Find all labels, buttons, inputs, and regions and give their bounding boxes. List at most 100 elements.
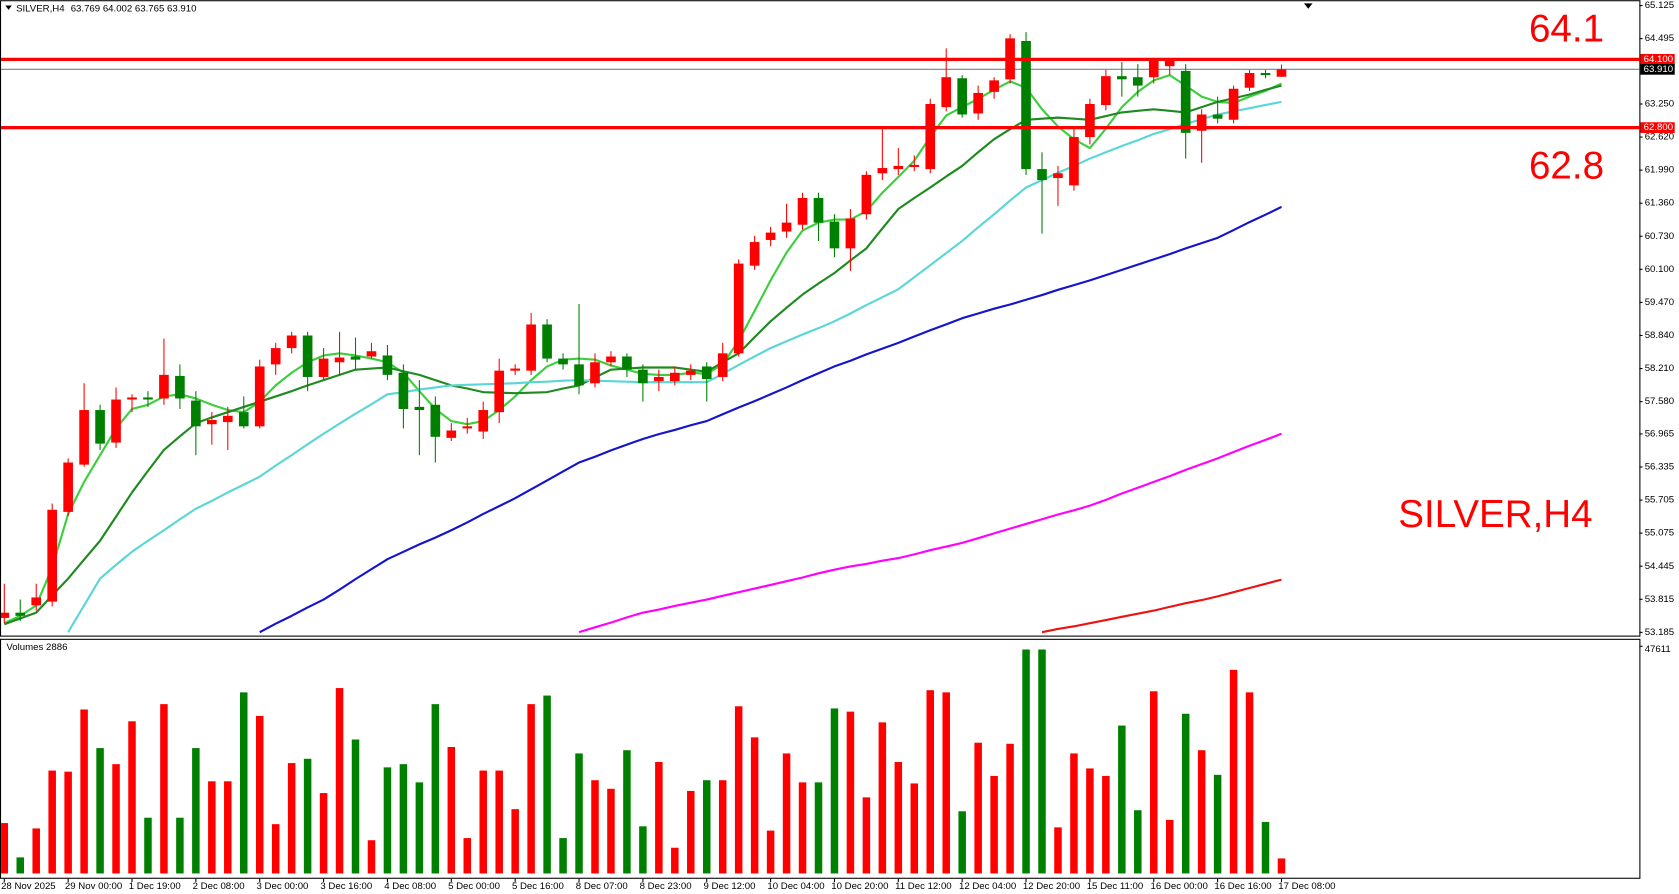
volume-bar	[559, 838, 567, 874]
volume-bar	[958, 811, 966, 874]
candle-body	[669, 372, 680, 382]
x-tick-label: 5 Dec 16:00	[512, 881, 564, 892]
symbol-header: SILVER,H4	[16, 3, 65, 14]
volume-bar	[1229, 669, 1238, 874]
volume-bar	[814, 782, 823, 874]
volume-bar	[48, 770, 56, 874]
candle-body	[622, 356, 632, 370]
candle-body	[1148, 59, 1159, 78]
candle-body	[526, 324, 536, 371]
y-tick-label: 57.580	[1645, 396, 1674, 407]
volume-bar	[607, 788, 615, 874]
candle-body	[350, 356, 361, 360]
y-tick-label: 53.815	[1645, 594, 1674, 605]
candle-body	[15, 612, 26, 616]
volume-bar	[766, 830, 775, 874]
x-tick-label: 15 Dec 11:00	[1087, 881, 1144, 892]
volume-bar	[463, 838, 472, 874]
x-tick-label: 29 Nov 00:00	[65, 881, 122, 892]
volume-bar	[96, 748, 104, 874]
y-tick-label: 53.185	[1645, 627, 1674, 638]
volume-bar	[687, 790, 695, 874]
moving-average	[259, 205, 1282, 634]
candle-body	[909, 164, 920, 167]
candle-body	[558, 358, 568, 365]
candle-body	[749, 242, 760, 266]
candle-body	[1117, 76, 1127, 80]
volume-bar	[431, 704, 440, 874]
candle-body	[270, 348, 281, 365]
volume-bar	[1150, 691, 1158, 874]
volume-bar	[240, 692, 248, 874]
candle-body	[1021, 40, 1031, 170]
candle-body	[398, 372, 409, 409]
candle-body	[191, 400, 201, 427]
candle-body	[175, 375, 185, 399]
volume-bar	[1, 823, 9, 874]
candle-body	[478, 410, 489, 432]
volume-bar	[591, 780, 599, 874]
x-tick-label: 1 Dec 19:00	[129, 881, 181, 892]
volume-bar	[208, 781, 216, 874]
candle-body	[334, 357, 345, 363]
volume-bar	[910, 783, 919, 874]
candle-body	[462, 426, 473, 429]
volume-bar	[623, 750, 631, 874]
candle-body	[31, 597, 42, 606]
volume-bar	[846, 711, 855, 874]
x-tick-label: 11 Dec 12:00	[895, 881, 952, 892]
volume-bar	[1006, 743, 1014, 874]
volume-bar	[655, 762, 663, 874]
volume-bar	[798, 782, 807, 874]
candle-body	[207, 420, 217, 425]
candle-body	[446, 430, 457, 438]
candle-body	[510, 368, 520, 371]
x-tick-label: 9 Dec 12:00	[704, 881, 756, 892]
candle-body	[574, 364, 584, 386]
level-tag	[1640, 122, 1675, 133]
volume-bar	[16, 857, 25, 874]
candle-body	[1164, 60, 1175, 67]
x-tick-label: 16 Dec 16:00	[1214, 881, 1271, 892]
price-tag	[1640, 63, 1675, 75]
volume-bar	[862, 797, 871, 874]
level-tag-label: 62.800	[1644, 122, 1673, 133]
y-tick-label: 58.210	[1645, 363, 1674, 374]
candle-body	[222, 415, 233, 423]
candle-body	[829, 221, 840, 249]
volume-bar	[942, 692, 950, 874]
candle-body	[941, 77, 952, 108]
candle-body	[414, 406, 425, 411]
volume-bar	[1022, 649, 1030, 874]
menu-arrow[interactable]	[5, 5, 12, 10]
candle-body	[1085, 103, 1095, 138]
volume-bar	[495, 770, 503, 874]
volume-bar	[1197, 750, 1206, 874]
volume-frame	[0, 638, 1641, 879]
volume-bar	[415, 782, 424, 874]
candle-body	[813, 197, 824, 223]
volume-bar	[255, 715, 264, 874]
candle-body	[877, 168, 888, 174]
candle-body	[797, 197, 808, 225]
x-tick-label: 3 Dec 00:00	[257, 881, 309, 892]
candle-body	[1260, 73, 1271, 76]
y-tick-label: 60.730	[1645, 231, 1674, 242]
x-tick-label: 8 Dec 07:00	[576, 881, 628, 892]
price-tag-label: 63.910	[1644, 64, 1673, 75]
volume-bar	[176, 817, 184, 874]
candle-body	[1180, 70, 1191, 133]
volume-plot	[1, 649, 1286, 874]
candle-body	[989, 80, 999, 92]
candle-body	[286, 335, 297, 349]
y-tick-label: 55.705	[1645, 495, 1674, 506]
y-tick-label: 59.470	[1645, 297, 1674, 308]
candle-body	[733, 263, 744, 354]
volume-bar	[1118, 725, 1126, 874]
volume-bar	[351, 739, 360, 874]
moving-average	[578, 432, 1282, 634]
y-tick-label: 58.840	[1645, 330, 1674, 341]
level-tag	[1640, 54, 1675, 65]
candle-body	[654, 376, 664, 382]
